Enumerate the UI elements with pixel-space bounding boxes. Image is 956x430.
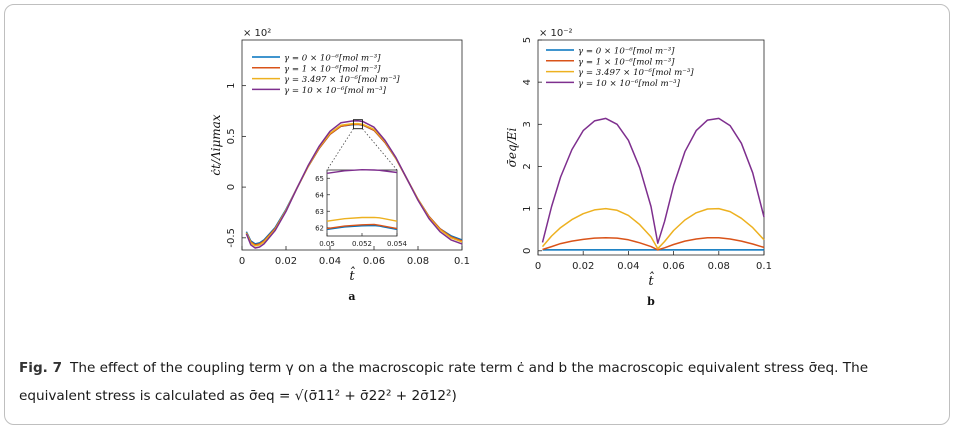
legend-entry: γ = 3.497 × 10⁻⁶[mol m⁻³] — [578, 68, 694, 78]
legend-entry: γ = 3.497 × 10⁻⁶[mol m⁻³] — [284, 75, 400, 85]
y-tick-label: 4 — [522, 79, 533, 85]
axis-multiplier: × 10² — [243, 28, 271, 39]
zoom-connector — [326, 128, 354, 171]
y-tick-label: -0.5 — [226, 228, 237, 248]
inset-series-line — [326, 223, 398, 230]
panel-b: 0 0.02 0.04 0.06 0.08 0.1 0 1 2 3 4 5 × 10⁻² t̂ σ̄eq/E… — [505, 28, 772, 308]
panel-label: a — [348, 290, 355, 303]
figure-frame — [4, 4, 950, 425]
axes-box — [241, 39, 463, 251]
series-line — [542, 236, 765, 251]
caption-text: The effect of the coupling term γ on a t… — [19, 360, 869, 404]
x-tick-label: 0.1 — [756, 261, 772, 272]
legend-entry: γ = 0 × 10⁻⁶[mol m⁻³] — [578, 47, 675, 57]
legend-entry: γ = 1 × 10⁻⁶[mol m⁻³] — [284, 64, 381, 74]
inset-x-tick-label: 0.05 — [319, 240, 335, 248]
x-tick-label: 0 — [535, 261, 541, 272]
x-tick-label: 0.08 — [407, 256, 429, 267]
y-tick-label: 1 — [226, 82, 237, 88]
x-axis-label: t̂ — [648, 271, 654, 289]
x-tick-label: 0.08 — [708, 261, 730, 272]
y-tick-label: 0 — [522, 248, 533, 254]
x-tick-label: 0.04 — [617, 261, 639, 272]
x-tick-label: 0.02 — [275, 256, 297, 267]
y-tick-label: 2 — [522, 163, 533, 169]
inset-x-tick-label: 0.054 — [387, 240, 408, 248]
inset-y-tick-label: 62 — [315, 224, 324, 232]
inset-series-line — [326, 168, 398, 174]
inset-y-tick-label: 64 — [315, 191, 324, 199]
y-axis-label: ċt/Λiμmax — [209, 114, 223, 175]
y-tick-label: 1 — [522, 205, 533, 211]
axis-multiplier: × 10⁻² — [539, 28, 573, 39]
inset-y-tick-label: 65 — [315, 175, 324, 183]
x-tick-label: 0.06 — [363, 256, 385, 267]
panel-a: 0 0.02 0.04 0.06 0.08 0.1-0.500.51× 10²t̂ċt/Λ… — [209, 28, 470, 303]
y-tick-label: 3 — [522, 121, 533, 127]
x-axis-label: t̂ — [349, 266, 355, 284]
legend-entry: γ = 10 × 10⁻⁶[mol m⁻³] — [578, 79, 681, 89]
inset-y-tick-label: 63 — [315, 208, 324, 216]
y-axis-label: σ̄eq/Ei — [505, 128, 519, 168]
zoom-box — [352, 119, 363, 130]
y-tick-label: 5 — [522, 37, 533, 43]
x-tick-label: 0 — [239, 256, 245, 267]
x-tick-label: 0.1 — [454, 256, 470, 267]
legend-entry: γ = 1 × 10⁻⁶[mol m⁻³] — [578, 57, 675, 67]
legend-entry: γ = 10 × 10⁻⁶[mol m⁻³] — [284, 86, 387, 96]
y-tick-label: 0 — [226, 184, 237, 190]
series-line — [541, 207, 765, 250]
inset-series-line — [326, 216, 398, 222]
axes-box — [537, 39, 765, 256]
x-tick-label: 0.02 — [572, 261, 594, 272]
x-tick-label: 0.04 — [319, 256, 341, 267]
inset-series-line — [326, 224, 398, 231]
figure-canvas: 0 0.02 0.04 0.06 0.08 0.1-0.500.51× 10²t̂ċt/Λ… — [209, 28, 772, 308]
panel-label: b — [647, 295, 655, 308]
x-tick-label: 0.06 — [662, 261, 684, 272]
caption-label: Fig. 7 — [19, 360, 63, 376]
figure-caption: Fig. 7 The effect of the coupling term γ … — [19, 354, 944, 410]
inset-x-tick-label: 0.052 — [352, 240, 372, 248]
y-tick-label: 0.5 — [226, 128, 237, 144]
legend-entry: γ = 0 × 10⁻⁶[mol m⁻³] — [284, 54, 381, 64]
series-line — [541, 117, 765, 244]
series-line — [245, 119, 463, 249]
